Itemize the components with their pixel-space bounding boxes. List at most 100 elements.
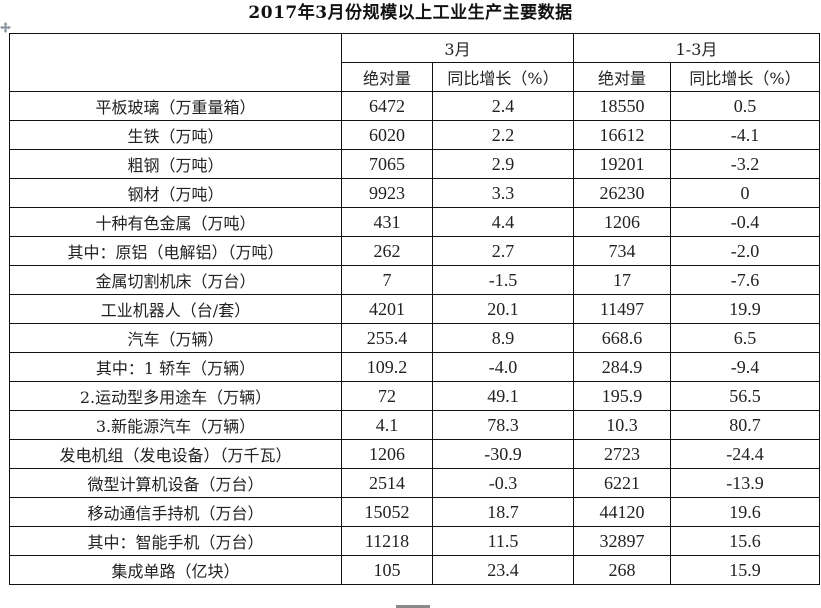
march-yoy-cell: 2.9 <box>432 149 574 179</box>
table-row: 3.新能源汽车（万辆） 4.1 78.3 10.3 80.7 <box>9 410 820 440</box>
item-name-cell: 工业机器人（台/套） <box>9 294 342 324</box>
ytd-absolute-cell: 18550 <box>573 91 671 121</box>
march-absolute-cell: 255.4 <box>341 323 433 353</box>
march-yoy-cell: 49.1 <box>432 381 574 411</box>
march-yoy-cell: 2.7 <box>432 236 574 266</box>
ytd-yoy-cell: -3.2 <box>670 149 820 179</box>
item-name-cell: 其中：原铝（电解铝）（万吨） <box>9 236 342 266</box>
industrial-production-table: 3月 1-3月 绝对量 同比增长（%） 绝对量 同比增长（%） 平板玻璃（万重量… <box>9 33 820 585</box>
table-row: 平板玻璃（万重量箱） 6472 2.4 18550 0.5 <box>9 91 820 121</box>
ytd-yoy-cell: 56.5 <box>670 381 820 411</box>
item-name-cell: 十种有色金属（万吨） <box>9 207 342 237</box>
table-row: 粗钢（万吨） 7065 2.9 19201 -3.2 <box>9 149 820 179</box>
march-absolute-cell: 6020 <box>341 120 433 150</box>
header-ytd-absolute: 绝对量 <box>573 62 671 92</box>
march-absolute-cell: 9923 <box>341 178 433 208</box>
ytd-yoy-cell: -24.4 <box>670 439 820 469</box>
item-name-cell: 发电机组（发电设备）（万千瓦） <box>9 439 342 469</box>
ytd-yoy-cell: 6.5 <box>670 323 820 353</box>
march-yoy-cell: -30.9 <box>432 439 574 469</box>
table-row: 移动通信手持机（万台） 15052 18.7 44120 19.6 <box>9 497 820 527</box>
ytd-yoy-cell: -2.0 <box>670 236 820 266</box>
ytd-yoy-cell: 19.6 <box>670 497 820 527</box>
ytd-absolute-cell: 195.9 <box>573 381 671 411</box>
march-yoy-cell: 78.3 <box>432 410 574 440</box>
sub-header-row: 绝对量 同比增长（%） 绝对量 同比增长（%） <box>10 62 820 92</box>
march-absolute-cell: 4.1 <box>341 410 433 440</box>
page-scroll-tab[interactable] <box>396 605 430 608</box>
march-yoy-cell: 8.9 <box>432 323 574 353</box>
ytd-yoy-cell: -13.9 <box>670 468 820 498</box>
ytd-absolute-cell: 19201 <box>573 149 671 179</box>
march-absolute-cell: 1206 <box>341 439 433 469</box>
march-yoy-cell: 4.4 <box>432 207 574 237</box>
ytd-absolute-cell: 11497 <box>573 294 671 324</box>
march-absolute-cell: 105 <box>341 555 433 585</box>
ytd-absolute-cell: 32897 <box>573 526 671 556</box>
ytd-absolute-cell: 44120 <box>573 497 671 527</box>
ytd-absolute-cell: 2723 <box>573 439 671 469</box>
item-name-cell: 其中：智能手机（万台） <box>9 526 342 556</box>
ytd-yoy-cell: 0.5 <box>670 91 820 121</box>
ytd-absolute-cell: 26230 <box>573 178 671 208</box>
march-absolute-cell: 4201 <box>341 294 433 324</box>
march-yoy-cell: 18.7 <box>432 497 574 527</box>
ytd-absolute-cell: 268 <box>573 555 671 585</box>
header-jan-mar: 1-3月 <box>573 33 820 63</box>
item-name-cell: 其中：1 轿车（万辆） <box>9 352 342 382</box>
march-yoy-cell: 2.4 <box>432 91 574 121</box>
table-row: 其中：智能手机（万台） 11218 11.5 32897 15.6 <box>9 526 820 556</box>
ytd-yoy-cell: -0.4 <box>670 207 820 237</box>
ytd-yoy-cell: 15.6 <box>670 526 820 556</box>
header-march-absolute: 绝对量 <box>341 62 433 92</box>
item-name-cell: 汽车（万辆） <box>9 323 342 353</box>
ytd-absolute-cell: 668.6 <box>573 323 671 353</box>
table-row: 其中：1 轿车（万辆） 109.2 -4.0 284.9 -9.4 <box>9 352 820 382</box>
march-absolute-cell: 2514 <box>341 468 433 498</box>
march-yoy-cell: 3.3 <box>432 178 574 208</box>
table-row: 汽车（万辆） 255.4 8.9 668.6 6.5 <box>9 323 820 353</box>
item-name-cell: 平板玻璃（万重量箱） <box>9 91 342 121</box>
table-row: 钢材（万吨） 9923 3.3 26230 0 <box>9 178 820 208</box>
ytd-yoy-cell: -7.6 <box>670 265 820 295</box>
header-ytd-yoy: 同比增长（%） <box>670 62 820 92</box>
march-absolute-cell: 7065 <box>341 149 433 179</box>
table-row: 工业机器人（台/套） 4201 20.1 11497 19.9 <box>9 294 820 324</box>
header-item-name-cell <box>9 33 342 92</box>
march-yoy-cell: -1.5 <box>432 265 574 295</box>
ytd-absolute-cell: 10.3 <box>573 410 671 440</box>
ytd-absolute-cell: 16612 <box>573 120 671 150</box>
item-name-cell: 集成单路（亿块） <box>9 555 342 585</box>
march-absolute-cell: 6472 <box>341 91 433 121</box>
table-row: 其中：原铝（电解铝）（万吨） 262 2.7 734 -2.0 <box>9 236 820 266</box>
table-row: 2.运动型多用途车（万辆） 72 49.1 195.9 56.5 <box>9 381 820 411</box>
table-row: 十种有色金属（万吨） 431 4.4 1206 -0.4 <box>9 207 820 237</box>
ytd-absolute-cell: 17 <box>573 265 671 295</box>
ytd-yoy-cell: 0 <box>670 178 820 208</box>
item-name-cell: 2.运动型多用途车（万辆） <box>9 381 342 411</box>
march-absolute-cell: 15052 <box>341 497 433 527</box>
march-absolute-cell: 262 <box>341 236 433 266</box>
march-absolute-cell: 72 <box>341 381 433 411</box>
group-header-row: 3月 1-3月 <box>9 33 820 92</box>
march-yoy-cell: 2.2 <box>432 120 574 150</box>
item-name-cell: 金属切割机床（万台） <box>9 265 342 295</box>
table-row: 金属切割机床（万台） 7 -1.5 17 -7.6 <box>9 265 820 295</box>
march-yoy-cell: 23.4 <box>432 555 574 585</box>
ytd-yoy-cell: -4.1 <box>670 120 820 150</box>
four-way-move-icon[interactable] <box>0 22 11 33</box>
document-title: 2017年3月份规模以上工业生产主要数据 <box>248 3 573 23</box>
march-absolute-cell: 431 <box>341 207 433 237</box>
march-absolute-cell: 11218 <box>341 526 433 556</box>
march-yoy-cell: -4.0 <box>432 352 574 382</box>
ytd-yoy-cell: 80.7 <box>670 410 820 440</box>
march-absolute-cell: 109.2 <box>341 352 433 382</box>
item-name-cell: 3.新能源汽车（万辆） <box>9 410 342 440</box>
item-name-cell: 移动通信手持机（万台） <box>9 497 342 527</box>
march-yoy-cell: -0.3 <box>432 468 574 498</box>
header-march-yoy: 同比增长（%） <box>432 62 574 92</box>
ytd-absolute-cell: 6221 <box>573 468 671 498</box>
ytd-yoy-cell: 19.9 <box>670 294 820 324</box>
ytd-absolute-cell: 1206 <box>573 207 671 237</box>
table-row: 发电机组（发电设备）（万千瓦） 1206 -30.9 2723 -24.4 <box>9 439 820 469</box>
